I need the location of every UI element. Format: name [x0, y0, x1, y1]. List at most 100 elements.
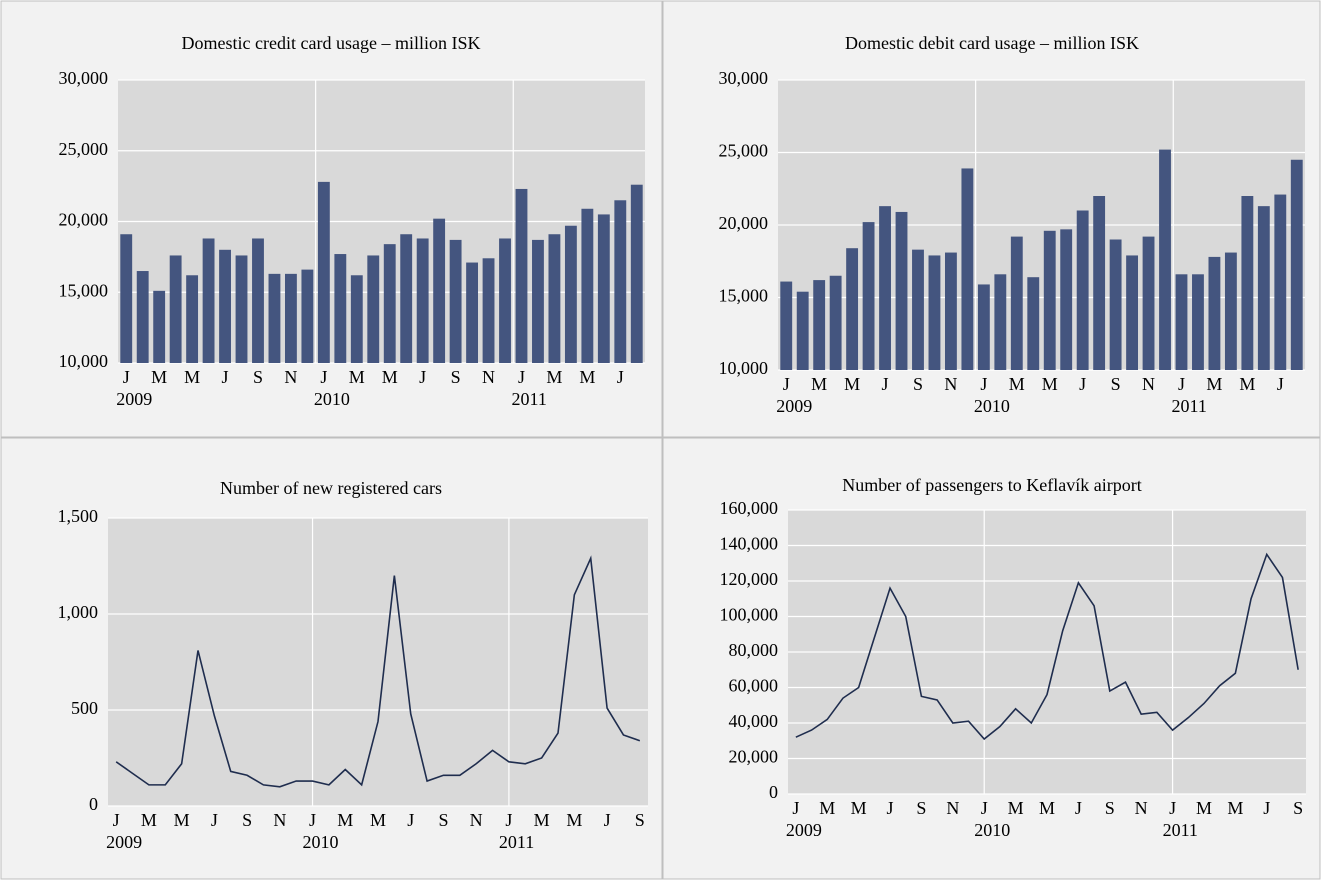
x-tick-label: M [1196, 798, 1212, 818]
y-tick-label: 10,000 [719, 358, 769, 378]
x-tick-label: J [1277, 374, 1284, 394]
bar [219, 249, 231, 363]
bar [466, 262, 479, 363]
bar [202, 238, 215, 363]
bar [1109, 239, 1122, 370]
y-tick-label: 20,000 [59, 210, 109, 230]
year-label: 2009 [106, 832, 142, 852]
x-tick-label: N [284, 367, 297, 387]
bar [928, 255, 941, 370]
bar [482, 258, 495, 363]
x-tick-label: S [1111, 374, 1121, 394]
x-tick-label: M [184, 367, 200, 387]
x-tick-label: N [470, 810, 483, 830]
y-tick-label: 80,000 [729, 640, 779, 660]
bar [879, 206, 891, 370]
x-tick-label: S [916, 798, 926, 818]
bar [515, 188, 528, 363]
x-tick-label: M [1206, 374, 1222, 394]
bar [1093, 196, 1106, 370]
bar [1241, 196, 1254, 370]
x-tick-label: N [946, 798, 959, 818]
y-tick-label: 0 [89, 794, 98, 814]
bar [994, 274, 1007, 370]
bar [1043, 230, 1056, 370]
bar [912, 249, 924, 370]
x-tick-label: M [819, 798, 835, 818]
x-tick-label: M [811, 374, 827, 394]
x-tick-label: J [617, 367, 624, 387]
year-label: 2011 [1163, 820, 1198, 840]
year-label: 2011 [1171, 396, 1206, 416]
bar [367, 255, 380, 363]
year-label: 2011 [499, 832, 534, 852]
x-tick-label: J [783, 374, 790, 394]
chart-title: Number of new registered cars [220, 478, 442, 498]
bar [284, 273, 297, 363]
x-tick-label: J [211, 810, 218, 830]
x-tick-label: M [1039, 798, 1055, 818]
year-label: 2009 [786, 820, 822, 840]
x-tick-label: J [882, 374, 889, 394]
x-tick-label: J [1075, 798, 1082, 818]
x-tick-label: J [309, 810, 316, 830]
bar [1192, 274, 1204, 370]
bar [1224, 252, 1237, 370]
x-tick-label: M [1227, 798, 1243, 818]
x-tick-label: S [438, 810, 448, 830]
y-tick-label: 140,000 [720, 534, 779, 554]
bar [862, 222, 875, 370]
x-tick-label: M [1009, 374, 1025, 394]
y-tick-label: 30,000 [719, 68, 769, 88]
line [115, 555, 641, 788]
chart-title: Domestic credit card usage – million ISK [182, 33, 481, 53]
y-tick-label: 500 [71, 698, 98, 718]
bar [252, 238, 264, 363]
x-tick-label: N [482, 367, 495, 387]
y-tick-label: 160,000 [720, 498, 779, 518]
bar [416, 238, 429, 363]
y-tick-label: 60,000 [729, 676, 779, 696]
x-tick-label: J [419, 367, 426, 387]
bar [597, 214, 610, 363]
y-tick-label: 30,000 [59, 68, 109, 88]
bar [449, 239, 462, 363]
x-tick-label: J [123, 367, 130, 387]
bar [548, 234, 561, 363]
x-tick-label: J [1178, 374, 1185, 394]
bar [350, 275, 363, 363]
x-tick-label: S [1105, 798, 1115, 818]
bar [433, 218, 446, 363]
x-tick-label: J [1263, 798, 1270, 818]
x-tick-label: M [349, 367, 365, 387]
x-tick-label: M [1239, 374, 1255, 394]
bar [268, 273, 281, 363]
y-tick-label: 1,000 [58, 602, 99, 622]
bar [614, 200, 627, 363]
bar [120, 234, 133, 363]
x-tick-label: M [151, 367, 167, 387]
bar [796, 291, 809, 370]
bar [136, 271, 149, 363]
bar [499, 238, 511, 363]
line [795, 552, 1299, 741]
x-tick-label: J [518, 367, 525, 387]
bar [944, 252, 957, 370]
x-tick-label: M [382, 367, 398, 387]
x-tick-label: M [337, 810, 353, 830]
x-tick-label: J [981, 798, 988, 818]
bar [1274, 194, 1287, 370]
year-label: 2009 [116, 389, 152, 409]
bar [564, 225, 577, 363]
x-tick-label: M [1008, 798, 1024, 818]
bar [301, 269, 314, 363]
x-tick-label: J [604, 810, 611, 830]
x-tick-label: M [1042, 374, 1058, 394]
x-tick-label: M [566, 810, 582, 830]
x-tick-label: S [1293, 798, 1303, 818]
bar [317, 181, 330, 363]
bar [400, 234, 413, 363]
bar [895, 211, 908, 370]
y-tick-label: 1,500 [58, 506, 99, 526]
x-tick-label: J [1079, 374, 1086, 394]
